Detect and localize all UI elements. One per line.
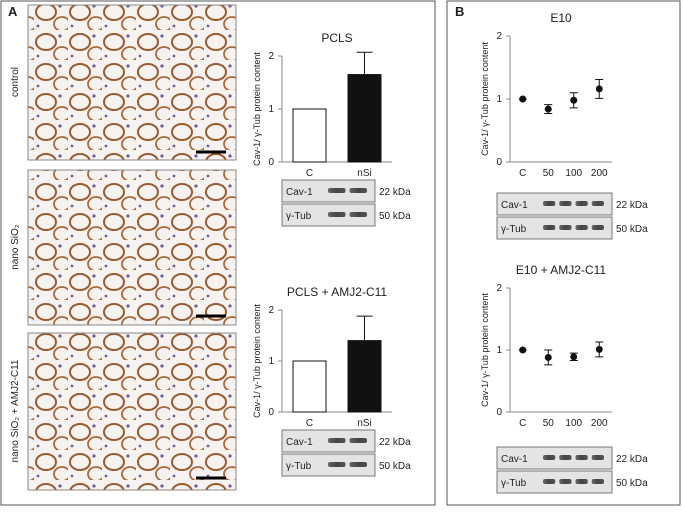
blot-label: Cav-1 — [286, 437, 313, 448]
x-tick-label: C — [306, 168, 313, 179]
blot-band — [591, 455, 604, 460]
y-tick-label: 2 — [268, 305, 274, 316]
x-tick-label: 50 — [543, 168, 555, 179]
blot-label: Cav-1 — [286, 187, 313, 198]
blot-band — [591, 225, 604, 230]
x-tick-label: 50 — [543, 418, 555, 429]
image-label: nano SiO₂ — [10, 224, 21, 270]
y-axis-label: Cav-1/ γ-Tub protein content — [252, 52, 262, 166]
chart-title: E10 — [550, 11, 572, 25]
blot-band — [349, 212, 367, 217]
blot-size: 22 kDa — [379, 187, 411, 198]
blot-size: 22 kDa — [616, 200, 648, 211]
image-label: nano SiO₂ + AMJ2-C11 — [10, 359, 21, 462]
blot-label: γ-Tub — [501, 224, 527, 235]
x-tick-label: 100 — [565, 418, 582, 429]
panel-label: B — [455, 4, 464, 19]
blot-label: γ-Tub — [286, 211, 312, 222]
blot-band — [559, 225, 572, 230]
blot-band — [543, 225, 556, 230]
blot-band — [591, 201, 604, 206]
x-tick-label: 200 — [591, 168, 608, 179]
blot-band — [575, 201, 588, 206]
y-tick-label: 0 — [268, 157, 274, 168]
y-axis-label: Cav-1/ γ-Tub protein content — [480, 293, 490, 407]
bar — [347, 340, 382, 413]
blot-size: 22 kDa — [379, 437, 411, 448]
x-tick-label: nSi — [357, 418, 371, 429]
point — [519, 95, 527, 103]
blot-band — [328, 212, 346, 217]
panel-frame — [446, 0, 681, 506]
blot-label: γ-Tub — [501, 478, 527, 489]
blot-band — [328, 188, 346, 193]
blot-size: 22 kDa — [616, 454, 648, 465]
chart-title: E10 + AMJ2-C11 — [516, 263, 606, 277]
x-tick-label: C — [519, 168, 526, 179]
panel-label: A — [8, 4, 18, 19]
blot-size: 50 kDa — [379, 461, 411, 472]
y-tick-label: 1 — [496, 94, 502, 105]
blot-band — [559, 479, 572, 484]
point — [519, 346, 527, 354]
y-axis-label: Cav-1/ γ-Tub protein content — [252, 304, 262, 418]
point — [570, 96, 578, 104]
blot-label: Cav-1 — [501, 454, 528, 465]
bar — [347, 74, 382, 163]
point — [570, 353, 578, 361]
point — [595, 345, 603, 353]
chart-title: PCLS + AMJ2-C11 — [287, 285, 387, 299]
bar — [292, 360, 327, 413]
blot-band — [559, 201, 572, 206]
x-tick-label: nSi — [357, 168, 371, 179]
y-tick-label: 0 — [496, 157, 502, 168]
blot-band — [575, 225, 588, 230]
blot-band — [575, 455, 588, 460]
y-tick-label: 2 — [496, 31, 502, 42]
blot-label: Cav-1 — [501, 200, 528, 211]
y-tick-label: 0 — [496, 407, 502, 418]
image-label: control — [10, 67, 21, 97]
blot-band — [543, 201, 556, 206]
y-tick-label: 1 — [268, 356, 274, 367]
chart-title: PCLS — [321, 31, 352, 45]
blot-band — [328, 462, 346, 467]
point — [595, 85, 603, 93]
blot-size: 50 kDa — [616, 478, 648, 489]
x-tick-label: C — [519, 418, 526, 429]
y-axis-label: Cav-1/ γ-Tub protein content — [480, 42, 490, 156]
micrographs — [27, 4, 237, 491]
blot-band — [543, 479, 556, 484]
point — [544, 353, 552, 361]
error-bar — [356, 315, 373, 341]
y-tick-label: 2 — [268, 51, 274, 62]
error-bar — [356, 51, 373, 75]
blot-band — [349, 188, 367, 193]
blot-band — [559, 455, 572, 460]
blot-label: γ-Tub — [286, 461, 312, 472]
point — [544, 105, 552, 113]
y-tick-label: 0 — [268, 407, 274, 418]
blot-band — [349, 462, 367, 467]
bar — [292, 108, 327, 163]
panel-frame — [0, 0, 436, 506]
y-tick-label: 1 — [268, 104, 274, 115]
blot-band — [575, 479, 588, 484]
blot-band — [543, 455, 556, 460]
blot-size: 50 kDa — [616, 224, 648, 235]
blot-band — [328, 438, 346, 443]
y-tick-label: 1 — [496, 345, 502, 356]
x-tick-label: 200 — [591, 418, 608, 429]
x-tick-label: 100 — [565, 168, 582, 179]
x-tick-label: C — [306, 418, 313, 429]
blot-band — [591, 479, 604, 484]
y-tick-label: 2 — [496, 283, 502, 294]
blot-size: 50 kDa — [379, 211, 411, 222]
blot-band — [349, 438, 367, 443]
